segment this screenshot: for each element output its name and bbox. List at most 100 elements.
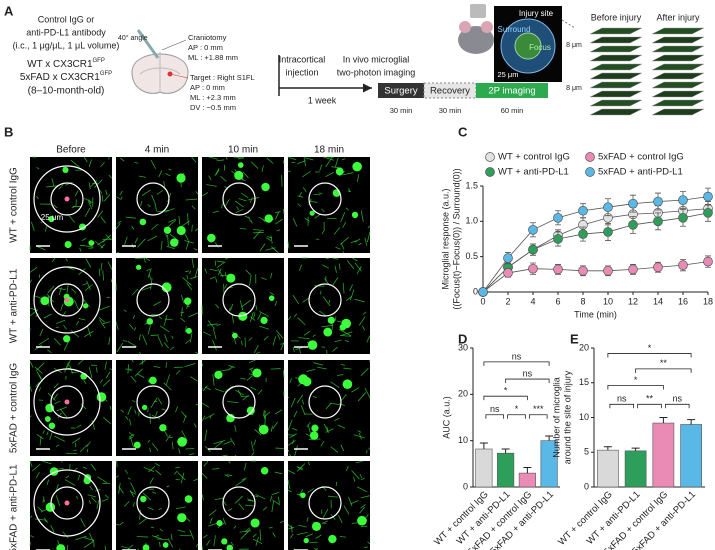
process — [78, 318, 86, 321]
process — [189, 270, 192, 274]
process — [364, 387, 371, 399]
process — [334, 316, 337, 321]
process — [91, 420, 96, 430]
process — [203, 460, 209, 467]
process — [29, 279, 33, 283]
process — [34, 518, 46, 521]
process — [250, 220, 253, 224]
phase-box — [378, 83, 424, 98]
process — [87, 326, 92, 337]
significance-label: ns — [523, 368, 533, 378]
process — [138, 334, 141, 341]
process — [36, 434, 44, 440]
process — [339, 536, 347, 538]
soma — [260, 316, 268, 325]
process — [224, 385, 233, 393]
process — [357, 430, 362, 433]
process — [38, 374, 42, 379]
process — [59, 408, 68, 418]
process — [98, 317, 106, 323]
soma — [351, 211, 359, 218]
focus-ring — [308, 385, 342, 419]
process — [116, 196, 122, 200]
process — [342, 282, 345, 294]
soma — [133, 441, 141, 449]
bar — [624, 450, 647, 488]
panel-letter: A — [4, 3, 14, 18]
process — [224, 257, 229, 260]
microscope — [470, 4, 486, 18]
process — [124, 469, 128, 474]
point — [703, 256, 713, 267]
process — [248, 337, 253, 342]
process — [163, 314, 168, 326]
process — [357, 392, 367, 402]
column-header: Before — [56, 145, 86, 156]
process — [193, 478, 199, 482]
series-line — [482, 212, 709, 293]
process — [53, 204, 58, 209]
process — [250, 161, 259, 169]
legend-marker — [585, 167, 595, 177]
soma — [185, 327, 192, 334]
micrograph — [287, 257, 371, 355]
process — [236, 206, 240, 211]
process — [224, 185, 229, 190]
x-tick-label: 16 — [678, 296, 688, 306]
process — [55, 444, 60, 447]
process — [228, 460, 231, 464]
process — [293, 313, 298, 317]
y-axis-label: Microglial response (a.u.) — [440, 188, 450, 289]
process — [227, 401, 239, 404]
process — [212, 339, 217, 351]
micrograph — [29, 156, 113, 253]
legend-marker — [485, 152, 495, 162]
process — [353, 476, 356, 482]
process — [165, 173, 171, 177]
process — [155, 410, 158, 417]
process — [297, 466, 304, 471]
process — [287, 489, 292, 493]
soma — [48, 215, 55, 223]
process — [214, 260, 217, 266]
process — [261, 165, 264, 172]
process — [292, 439, 294, 445]
process — [184, 240, 195, 244]
process — [222, 500, 227, 506]
process — [70, 330, 80, 338]
process — [159, 325, 170, 333]
process — [88, 247, 94, 249]
process — [348, 496, 353, 507]
process — [137, 238, 146, 248]
significance-bracket — [609, 403, 635, 409]
process — [99, 379, 104, 384]
stack-slice — [651, 45, 705, 53]
process — [175, 370, 181, 375]
process — [159, 528, 164, 532]
process — [320, 440, 325, 447]
process — [351, 387, 360, 393]
process — [365, 514, 369, 518]
stack-slice — [651, 99, 705, 107]
micrograph — [29, 460, 112, 550]
process — [145, 257, 150, 262]
process — [212, 210, 220, 214]
soma — [40, 296, 50, 306]
stack-slice — [589, 72, 643, 80]
stack-slice — [589, 54, 643, 62]
process — [257, 389, 263, 395]
error-bar — [687, 419, 696, 425]
process — [265, 247, 276, 251]
process — [46, 293, 55, 303]
legend-marker — [585, 152, 595, 162]
process — [248, 216, 251, 222]
point — [653, 262, 663, 273]
process — [270, 368, 281, 370]
process — [342, 221, 347, 228]
process — [209, 415, 212, 419]
process — [150, 397, 158, 408]
process — [343, 367, 352, 370]
stack-slice — [589, 108, 643, 116]
process — [292, 427, 298, 431]
stack-slice — [589, 81, 643, 89]
